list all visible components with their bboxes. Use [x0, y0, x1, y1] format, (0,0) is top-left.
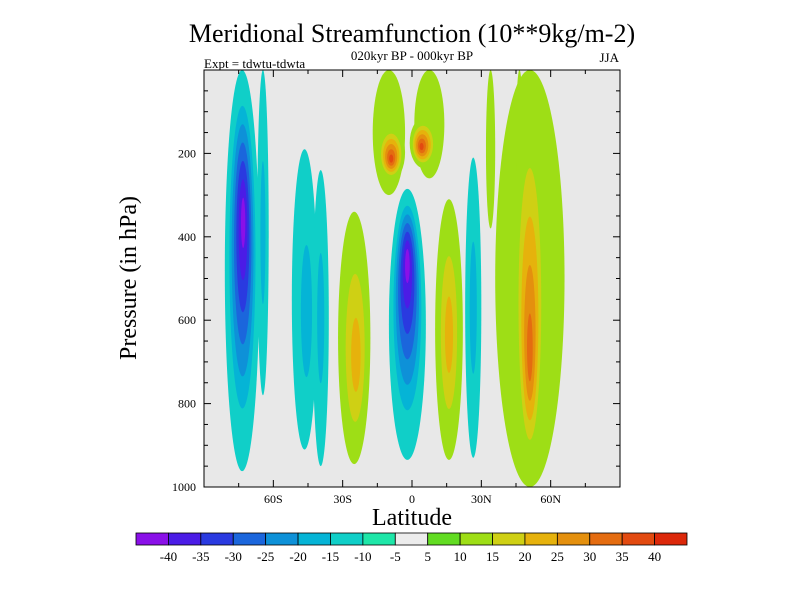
colorbar-swatch-6 [330, 532, 364, 546]
colorbar-label-0: -40 [160, 549, 177, 564]
colorbar-label-6: -10 [354, 549, 371, 564]
x-tick-label-2: 0 [409, 492, 415, 506]
colorbar-swatch-3 [232, 532, 267, 546]
upper-positive-cell-west-level-6 [389, 154, 394, 163]
sh-midlat-negative-strip-level-2 [300, 244, 313, 378]
chart-subtitle-right: JJA [599, 50, 619, 65]
colorbar-swatch-15 [621, 532, 655, 546]
colorbar-swatch-13 [556, 532, 591, 546]
colorbar-swatch-4 [265, 532, 299, 546]
contour-fill-layer [224, 70, 565, 487]
sh-high-lat-negative-cell-level-7 [240, 197, 246, 249]
colorbar-swatch-11 [492, 532, 526, 546]
colorbar-label-10: 15 [486, 549, 499, 564]
nh-negative-strip-level-2 [469, 241, 477, 374]
colorbar-swatch-1 [168, 532, 202, 546]
x-tick-label-3: 30N [471, 492, 492, 506]
chart-title: Meridional Streamfunction (10**9kg/m-2) [189, 19, 635, 48]
colorbar-swatch-5 [297, 532, 331, 546]
y-tick-label-2: 600 [178, 313, 196, 327]
x-tick-label-1: 30S [333, 492, 352, 506]
y-tick-label-0: 200 [178, 146, 196, 160]
colorbar-swatch-0 [135, 532, 169, 546]
colorbar-swatch-7 [362, 532, 396, 546]
nh-outer-strip-level-1 [485, 70, 496, 229]
colorbar-swatch-8 [394, 532, 429, 546]
sh-positive-cell-level-3 [351, 317, 361, 392]
colorbar-label-2: -30 [225, 549, 242, 564]
colorbar-label-11: 20 [518, 549, 531, 564]
y-tick-label-3: 800 [178, 397, 196, 411]
nh-tropical-positive-cell-level-3 [444, 296, 454, 373]
nh-midlat-positive-cell-level-5 [527, 313, 533, 382]
colorbar-label-14: 35 [616, 549, 629, 564]
colorbar-label-5: -15 [322, 549, 339, 564]
colorbar-label-7: -5 [390, 549, 401, 564]
x-axis-ticks: 60S 30S 0 30N 60N [203, 70, 621, 506]
sh-negative-strip-level-2 [317, 252, 325, 384]
colorbar-label-9: 10 [454, 549, 467, 564]
colorbar: -40 -35 -30 -25 -20 -15 -10 -5 5 10 15 20 25 30 35 40 [135, 532, 688, 564]
colorbar-swatch-9 [427, 532, 461, 546]
y-tick-label-1: 400 [178, 230, 196, 244]
equatorial-negative-cell-level-7 [405, 249, 410, 284]
colorbar-label-12: 25 [551, 549, 564, 564]
colorbar-label-15: 40 [648, 549, 661, 564]
y-tick-label-4: 1000 [172, 480, 196, 494]
sh-high-lat-negative-strip-level-2 [260, 161, 266, 305]
colorbar-swatch-14 [589, 532, 623, 546]
colorbar-label-8: 5 [424, 549, 431, 564]
y-axis-label: Pressure (in hPa) [116, 196, 142, 360]
colorbar-label-1: -35 [192, 549, 209, 564]
colorbar-swatch-12 [524, 532, 558, 546]
x-tick-label-4: 60N [540, 492, 561, 506]
x-axis-label: Latitude [372, 505, 452, 531]
upper-positive-cell-east-level-6 [419, 142, 424, 151]
colorbar-label-13: 30 [583, 549, 596, 564]
colorbar-label-4: -20 [289, 549, 306, 564]
chart-subtitle-left: Expt = tdwtu-tdwta [204, 56, 305, 71]
y-axis-ticks: 200 400 600 800 1000 [172, 69, 620, 494]
chart-subtitle-center: 020kyr BP - 000kyr BP [351, 48, 473, 63]
colorbar-swatch-2 [200, 532, 234, 546]
colorbar-label-3: -25 [257, 549, 274, 564]
x-tick-label-0: 60S [264, 492, 283, 506]
colorbar-swatch-10 [459, 532, 493, 546]
colorbar-swatch-16 [654, 532, 688, 546]
